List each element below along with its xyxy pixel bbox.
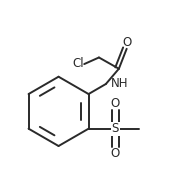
Text: O: O bbox=[122, 36, 131, 49]
Text: O: O bbox=[111, 147, 120, 160]
Text: NH: NH bbox=[111, 77, 128, 90]
Text: Cl: Cl bbox=[73, 57, 84, 70]
Text: S: S bbox=[112, 122, 119, 135]
Text: O: O bbox=[111, 98, 120, 110]
